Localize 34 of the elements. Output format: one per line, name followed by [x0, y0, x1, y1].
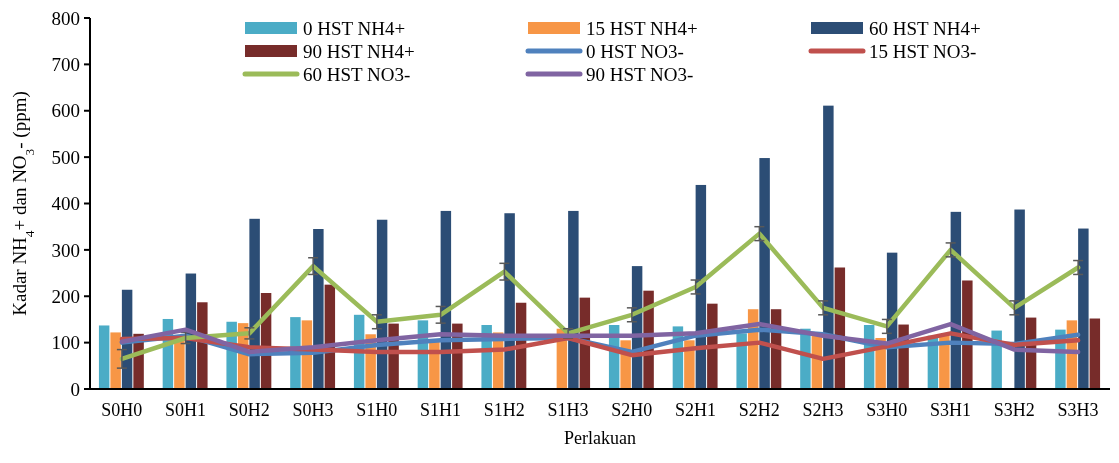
x-tick-label: S1H0 [356, 400, 398, 420]
x-tick-label: S2H3 [802, 400, 844, 420]
y-tick-label: 300 [51, 239, 80, 261]
y-tick-label: 200 [51, 285, 80, 307]
y-tick-label: 700 [51, 54, 80, 76]
legend-label: 90 HST NO3- [586, 63, 694, 85]
x-tick-label: S0H0 [101, 400, 143, 420]
legend-label: 15 HST NO3- [869, 40, 977, 62]
y-tick-label: 800 [51, 7, 80, 29]
x-tick-label: S2H2 [738, 400, 780, 420]
y-tick-label: 500 [51, 146, 80, 168]
x-tick-label: S2H1 [675, 400, 717, 420]
x-axis-title: Perlakuan [564, 428, 636, 448]
x-tick-label: S0H1 [165, 400, 207, 420]
y-tick-label: 100 [51, 332, 80, 354]
legend-label: 15 HST NH4+ [586, 17, 698, 39]
legend-label: 60 HST NH4+ [869, 17, 981, 39]
y-tick-label: 400 [51, 193, 80, 215]
x-tick-label: S0H3 [292, 400, 334, 420]
x-tick-label: S1H3 [547, 400, 589, 420]
x-tick-label: S0H2 [228, 400, 270, 420]
x-tick-label: S1H2 [483, 400, 525, 420]
legend-label: 90 HST NH4+ [303, 40, 415, 62]
x-tick-label: S3H3 [1057, 400, 1099, 420]
legend-label: 0 HST NH4+ [303, 17, 406, 39]
x-tick-label: S3H1 [930, 400, 972, 420]
legend-label: 60 HST NO3- [303, 63, 411, 85]
x-tick-label: S2H0 [611, 400, 653, 420]
y-tick-label: 600 [51, 100, 80, 122]
y-tick-label: 0 [70, 378, 80, 400]
x-tick-label: S3H0 [866, 400, 908, 420]
x-tick-label: S1H1 [420, 400, 462, 420]
x-tick-label: S3H2 [993, 400, 1035, 420]
legend-label: 0 HST NO3- [586, 40, 684, 62]
